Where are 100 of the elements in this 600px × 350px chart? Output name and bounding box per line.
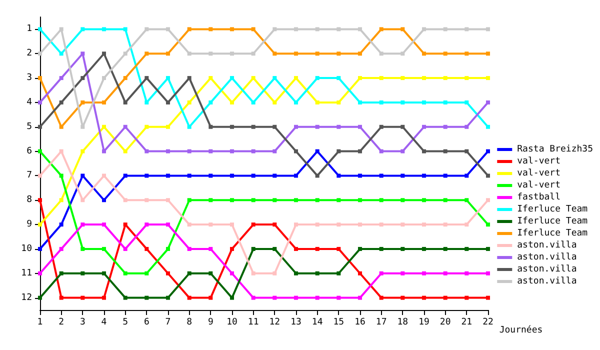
point bbox=[400, 174, 405, 178]
point bbox=[80, 271, 85, 276]
point bbox=[422, 271, 426, 276]
point bbox=[379, 246, 384, 251]
point bbox=[208, 149, 213, 154]
x-tick-label: 7 bbox=[165, 318, 171, 328]
point bbox=[443, 27, 448, 32]
point bbox=[486, 100, 490, 104]
x-tick-label: 3 bbox=[80, 318, 86, 328]
point bbox=[464, 246, 469, 251]
point bbox=[80, 149, 85, 154]
point bbox=[294, 76, 298, 80]
point bbox=[123, 76, 128, 80]
point bbox=[315, 271, 320, 276]
point bbox=[336, 76, 341, 80]
point bbox=[422, 27, 426, 32]
point bbox=[486, 174, 490, 178]
point bbox=[443, 296, 448, 300]
point bbox=[123, 100, 128, 104]
point bbox=[144, 149, 149, 154]
point bbox=[464, 149, 469, 154]
point bbox=[166, 52, 170, 56]
point bbox=[166, 296, 170, 300]
point bbox=[123, 124, 128, 129]
point bbox=[123, 174, 128, 178]
point bbox=[336, 52, 341, 56]
point bbox=[400, 296, 405, 300]
point bbox=[294, 174, 298, 178]
point bbox=[336, 271, 341, 276]
point bbox=[272, 27, 277, 32]
y-tick-label: 7 bbox=[26, 170, 32, 181]
point bbox=[102, 296, 106, 300]
point bbox=[59, 174, 64, 178]
point bbox=[59, 52, 64, 56]
point bbox=[358, 174, 362, 178]
point bbox=[230, 198, 234, 202]
legend-label: Iferluce Team bbox=[517, 216, 588, 226]
point bbox=[294, 198, 298, 202]
point bbox=[294, 149, 298, 154]
point bbox=[336, 246, 341, 251]
point bbox=[102, 100, 106, 104]
point bbox=[208, 222, 213, 227]
point bbox=[187, 246, 192, 251]
point bbox=[230, 100, 234, 104]
y-tick-label: 8 bbox=[26, 195, 32, 206]
point bbox=[315, 198, 320, 202]
point bbox=[102, 271, 106, 276]
point bbox=[400, 100, 405, 104]
x-tick-label: 14 bbox=[312, 318, 323, 328]
legend-label: fastball bbox=[517, 192, 560, 202]
point bbox=[315, 52, 320, 56]
point bbox=[144, 52, 149, 56]
point bbox=[336, 124, 341, 129]
point bbox=[464, 174, 469, 178]
point bbox=[422, 296, 426, 300]
point bbox=[80, 27, 85, 32]
point bbox=[80, 198, 85, 202]
point bbox=[486, 246, 490, 251]
point bbox=[230, 271, 234, 276]
point bbox=[166, 271, 170, 276]
point bbox=[315, 124, 320, 129]
point bbox=[251, 222, 256, 227]
y-tick-label: 9 bbox=[26, 220, 32, 230]
point bbox=[144, 198, 149, 202]
legend-label: val-vert bbox=[517, 168, 560, 178]
point bbox=[59, 222, 64, 227]
point bbox=[358, 246, 362, 251]
point bbox=[464, 52, 469, 56]
point bbox=[208, 27, 213, 32]
point bbox=[59, 246, 64, 251]
point bbox=[166, 100, 170, 104]
point bbox=[80, 222, 85, 227]
legend-label: Iferluce Team bbox=[517, 204, 588, 214]
point bbox=[379, 52, 384, 56]
x-tick-label: 13 bbox=[290, 318, 302, 328]
point bbox=[379, 296, 384, 300]
point bbox=[251, 52, 256, 56]
line-series bbox=[38, 149, 490, 251]
point bbox=[400, 198, 405, 202]
point bbox=[358, 198, 362, 202]
point bbox=[144, 271, 149, 276]
point bbox=[358, 149, 362, 154]
x-tick-label: 8 bbox=[186, 318, 192, 328]
point bbox=[230, 124, 234, 129]
point bbox=[230, 149, 234, 154]
point bbox=[251, 27, 256, 32]
point bbox=[294, 246, 298, 251]
point bbox=[464, 271, 469, 276]
point bbox=[336, 174, 341, 178]
x-tick-label: 19 bbox=[418, 318, 430, 328]
point bbox=[187, 100, 192, 104]
point bbox=[379, 27, 384, 32]
point bbox=[38, 222, 42, 227]
point bbox=[208, 296, 213, 300]
point bbox=[336, 149, 341, 154]
legend-label: aston.villa bbox=[517, 264, 577, 274]
point bbox=[358, 100, 362, 104]
point bbox=[230, 296, 234, 300]
point bbox=[315, 76, 320, 80]
point bbox=[144, 246, 149, 251]
